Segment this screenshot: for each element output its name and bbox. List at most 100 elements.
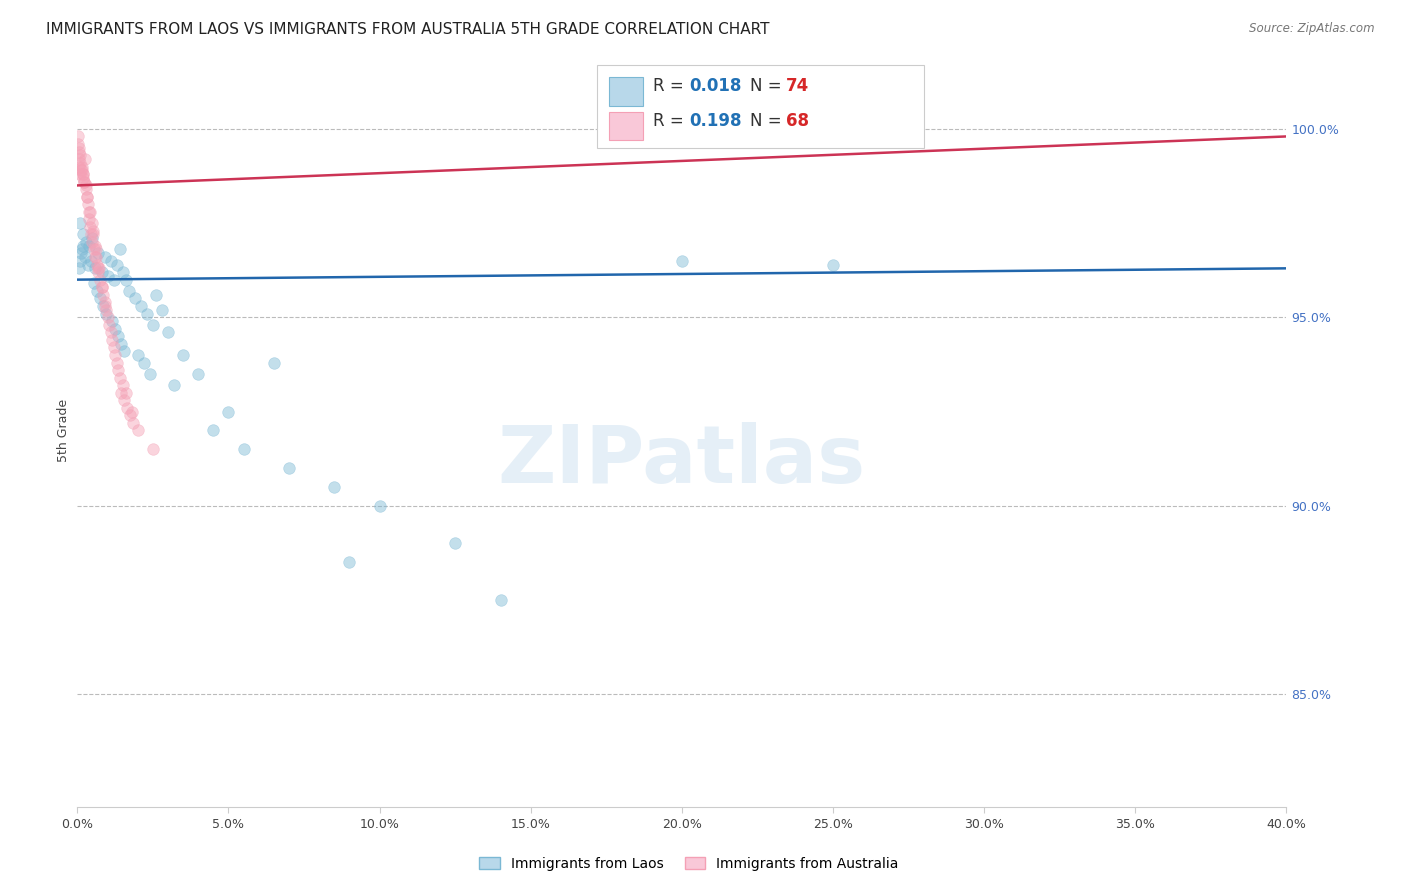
Point [87,246,110,260]
Point [112,393,135,408]
Point [75,178,97,193]
Point [69,167,91,181]
Point [70,243,93,257]
Point [69,216,91,230]
Point [132,355,155,369]
Point [79,212,101,227]
Point [111,378,134,392]
Point [107,329,129,343]
Point [76,190,98,204]
Text: R =: R = [652,77,689,95]
Point [87,261,110,276]
Point [114,273,136,287]
Point [91,280,114,294]
Point [94,299,117,313]
Point [339,555,361,569]
Point [67,136,90,151]
Point [86,243,108,257]
Point [69,160,91,174]
Point [82,227,104,242]
Point [91,287,114,301]
Point [105,355,128,369]
Point [110,385,132,400]
FancyBboxPatch shape [609,112,643,140]
Point [73,250,96,264]
Point [127,424,149,438]
Legend: Immigrants from Laos, Immigrants from Australia: Immigrants from Laos, Immigrants from Au… [472,850,905,878]
Point [150,302,173,317]
Point [323,480,346,494]
FancyBboxPatch shape [598,65,924,148]
Point [232,442,254,457]
Point [73,175,96,189]
Y-axis label: 5th Grade: 5th Grade [58,399,70,462]
Point [103,273,125,287]
Point [84,250,107,264]
Point [80,235,103,249]
Point [90,265,112,279]
Text: 0.018: 0.018 [689,77,741,95]
Text: N =: N = [749,112,786,129]
Text: 74: 74 [786,77,808,95]
Point [84,250,107,264]
Point [202,424,225,438]
Point [823,258,845,272]
Point [72,227,94,242]
Point [145,287,167,301]
Point [96,268,120,283]
Point [114,385,136,400]
Point [124,292,146,306]
Point [139,367,162,381]
Point [104,348,127,362]
Point [368,499,391,513]
Point [108,243,131,257]
Point [79,238,101,252]
Point [67,145,90,159]
Point [80,253,103,268]
Text: IMMIGRANTS FROM LAOS VS IMMIGRANTS FROM AUSTRALIA 5TH GRADE CORRELATION CHART: IMMIGRANTS FROM LAOS VS IMMIGRANTS FROM … [46,22,770,37]
Point [72,167,94,181]
Point [101,333,124,347]
Point [89,273,111,287]
Point [72,167,94,181]
Point [98,318,121,332]
Point [94,302,117,317]
FancyBboxPatch shape [609,77,643,105]
Point [278,461,301,475]
Point [101,314,124,328]
Point [157,326,180,340]
Text: ZIPatlas: ZIPatlas [498,422,866,500]
Point [489,593,512,607]
Point [108,370,131,384]
Point [187,367,209,381]
Point [80,227,103,242]
Point [77,204,100,219]
Point [79,204,101,219]
Point [120,409,142,423]
Point [66,129,89,144]
Point [82,216,104,230]
Point [135,307,157,321]
Point [93,250,115,264]
Point [72,238,94,252]
Text: 68: 68 [786,112,808,129]
Point [91,299,114,313]
Point [77,197,100,211]
Point [444,536,467,550]
Point [70,163,93,178]
Point [112,344,135,359]
Point [73,152,96,166]
Point [70,163,93,178]
Point [72,170,94,185]
Point [118,284,141,298]
Point [83,277,105,291]
Point [218,404,240,418]
Point [67,261,90,276]
Point [94,307,117,321]
Point [89,261,111,276]
Point [122,416,145,430]
Text: N =: N = [749,77,786,95]
Point [100,326,122,340]
Point [129,299,152,313]
Point [77,258,100,272]
